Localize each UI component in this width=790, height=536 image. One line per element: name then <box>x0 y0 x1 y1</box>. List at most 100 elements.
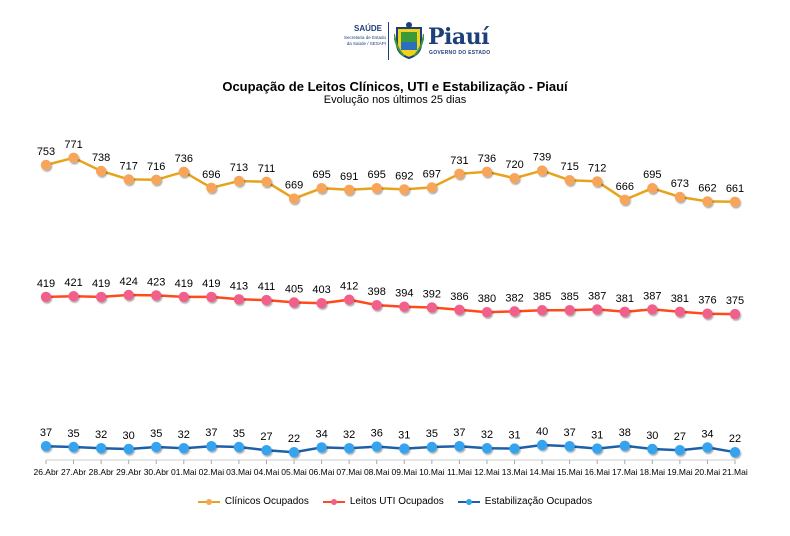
x-tick-label: 28.Abr <box>89 467 114 477</box>
data-point-estabilizacao[interactable] <box>592 443 603 454</box>
data-point-estabilizacao[interactable] <box>674 445 686 456</box>
data-point-clinicos[interactable] <box>316 183 327 194</box>
data-point-estabilizacao[interactable] <box>536 439 548 451</box>
data-point-uti[interactable] <box>40 291 52 303</box>
data-point-estabilizacao[interactable] <box>95 443 107 454</box>
data-point-clinicos[interactable] <box>288 193 300 204</box>
chart-title: Ocupação de Leitos Clínicos, UTI e Estab… <box>222 79 568 94</box>
data-point-clinicos[interactable] <box>206 182 217 193</box>
data-point-clinicos[interactable] <box>592 176 603 187</box>
data-point-uti[interactable] <box>151 290 162 301</box>
data-point-estabilizacao[interactable] <box>261 445 272 456</box>
data-point-clinicos[interactable] <box>729 196 741 207</box>
data-point-clinicos[interactable] <box>371 183 382 194</box>
data-point-estabilizacao[interactable] <box>702 442 713 453</box>
data-point-estabilizacao[interactable] <box>454 441 465 452</box>
data-point-clinicos[interactable] <box>68 152 79 163</box>
data-point-clinicos[interactable] <box>481 166 493 177</box>
data-point-uti[interactable] <box>68 290 79 302</box>
data-point-uti[interactable] <box>647 304 658 315</box>
data-point-estabilizacao[interactable] <box>206 441 217 452</box>
x-tick-label: 21.Mai <box>722 467 748 477</box>
data-point-clinicos[interactable] <box>261 176 272 187</box>
data-point-clinicos[interactable] <box>95 165 107 177</box>
data-point-clinicos[interactable] <box>509 173 520 184</box>
data-point-clinicos[interactable] <box>564 175 575 186</box>
data-point-estabilizacao[interactable] <box>40 441 52 452</box>
data-point-uti[interactable] <box>343 294 355 305</box>
legend-item-clinicos[interactable]: Clínicos Ocupados <box>197 496 309 507</box>
data-point-clinicos[interactable] <box>399 184 410 195</box>
data-point-uti[interactable] <box>536 305 548 316</box>
data-point-estabilizacao[interactable] <box>371 441 382 452</box>
data-label-clinicos: 716 <box>147 161 165 173</box>
data-point-uti[interactable] <box>592 304 603 315</box>
data-point-estabilizacao[interactable] <box>647 443 658 455</box>
data-label-estabilizacao: 27 <box>674 431 686 443</box>
data-point-uti[interactable] <box>371 299 382 311</box>
data-point-uti[interactable] <box>288 297 300 308</box>
data-label-clinicos: 673 <box>671 178 689 190</box>
data-label-uti: 424 <box>120 276 138 288</box>
data-point-estabilizacao[interactable] <box>178 443 189 454</box>
data-point-uti[interactable] <box>316 297 327 309</box>
legend-item-uti[interactable]: Leitos UTI Ocupados <box>322 496 444 507</box>
logo-divider <box>388 22 389 60</box>
data-label-uti: 411 <box>258 281 276 293</box>
data-point-uti[interactable] <box>454 304 465 316</box>
data-point-estabilizacao[interactable] <box>151 441 162 453</box>
data-point-estabilizacao[interactable] <box>343 443 355 454</box>
data-point-clinicos[interactable] <box>40 159 52 171</box>
data-point-clinicos[interactable] <box>151 174 162 185</box>
data-point-clinicos[interactable] <box>123 174 134 185</box>
data-point-uti[interactable] <box>481 306 493 318</box>
data-point-clinicos[interactable] <box>619 194 630 205</box>
data-point-estabilizacao[interactable] <box>399 443 410 454</box>
data-point-estabilizacao[interactable] <box>564 441 575 452</box>
data-point-clinicos[interactable] <box>454 168 465 179</box>
data-point-estabilizacao[interactable] <box>288 447 300 458</box>
data-point-clinicos[interactable] <box>426 182 438 193</box>
data-point-estabilizacao[interactable] <box>233 441 245 453</box>
data-point-clinicos[interactable] <box>343 184 355 195</box>
data-label-estabilizacao: 32 <box>95 429 107 441</box>
data-point-uti[interactable] <box>178 291 189 303</box>
data-point-estabilizacao[interactable] <box>316 442 327 453</box>
data-point-estabilizacao[interactable] <box>509 443 520 454</box>
data-point-estabilizacao[interactable] <box>426 441 438 453</box>
data-label-estabilizacao: 32 <box>481 429 493 441</box>
data-point-uti[interactable] <box>564 305 575 316</box>
line-chart: 753 771 738 717 716 736 696 713 711 669 695 691 695 6… <box>33 139 748 477</box>
data-label-clinicos: 669 <box>285 180 303 192</box>
data-point-uti[interactable] <box>123 289 134 301</box>
data-label-uti: 413 <box>230 280 248 292</box>
data-point-uti[interactable] <box>509 306 520 317</box>
data-point-uti[interactable] <box>729 308 741 320</box>
data-point-estabilizacao[interactable] <box>123 443 134 455</box>
legend-dot <box>465 498 472 505</box>
data-label-uti: 403 <box>312 284 330 296</box>
data-point-estabilizacao[interactable] <box>481 443 493 454</box>
data-point-uti[interactable] <box>399 301 410 312</box>
data-point-clinicos[interactable] <box>536 165 548 176</box>
data-point-clinicos[interactable] <box>233 175 245 187</box>
data-point-uti[interactable] <box>426 302 438 313</box>
data-point-uti[interactable] <box>206 291 217 303</box>
data-label-estabilizacao: 31 <box>591 430 603 442</box>
data-point-estabilizacao[interactable] <box>619 440 630 451</box>
data-point-clinicos[interactable] <box>647 183 658 194</box>
data-point-estabilizacao[interactable] <box>68 441 79 453</box>
data-point-estabilizacao[interactable] <box>729 447 741 458</box>
data-point-uti[interactable] <box>619 306 630 317</box>
data-point-uti[interactable] <box>702 308 713 319</box>
data-point-uti[interactable] <box>674 306 686 317</box>
data-point-clinicos[interactable] <box>702 196 713 207</box>
data-point-uti[interactable] <box>261 294 272 306</box>
data-label-estabilizacao: 32 <box>178 429 190 441</box>
legend-item-estabilizacao[interactable]: Estabilização Ocupados <box>457 496 592 507</box>
series-uti: 419 421 419 424 423 419 419 413 411 405 403 412 398 3… <box>37 276 744 320</box>
data-point-clinicos[interactable] <box>674 191 686 203</box>
data-point-uti[interactable] <box>95 291 107 303</box>
data-point-uti[interactable] <box>233 294 245 305</box>
data-point-clinicos[interactable] <box>178 166 189 177</box>
